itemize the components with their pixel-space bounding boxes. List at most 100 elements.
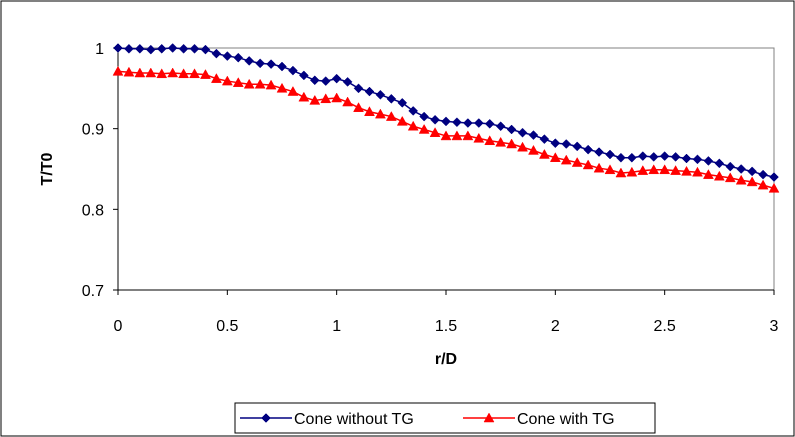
data-point (113, 43, 123, 53)
data-point (768, 182, 780, 193)
data-point (670, 165, 682, 175)
data-point (747, 166, 757, 177)
data-point (222, 51, 233, 61)
data-point (145, 67, 157, 78)
data-point (681, 153, 692, 164)
data-point (659, 151, 670, 161)
data-point (539, 134, 550, 145)
data-point (189, 43, 200, 54)
data-point (681, 165, 692, 176)
data-point (724, 172, 736, 183)
data-point (648, 164, 660, 175)
data-point (648, 152, 659, 162)
data-point (769, 172, 779, 182)
data-point (627, 152, 637, 163)
data-point (374, 108, 386, 119)
y-axis-label: T/T0 (39, 152, 56, 185)
data-point (735, 174, 747, 185)
legend-item-2: Cone with TG (463, 411, 615, 428)
data-point (145, 44, 156, 55)
data-point (528, 130, 539, 140)
data-point (288, 65, 298, 76)
data-point (266, 59, 276, 69)
data-point (736, 164, 747, 174)
data-point (364, 86, 375, 97)
data-point (495, 136, 507, 147)
legend-box (234, 402, 656, 434)
legend-marker (261, 413, 271, 423)
data-point (692, 166, 703, 177)
data-point (342, 77, 353, 87)
data-point (265, 79, 277, 90)
y-tick-label: 1 (95, 41, 104, 58)
data-point (124, 43, 134, 54)
data-point (463, 118, 473, 128)
data-point (429, 127, 441, 137)
data-point (353, 102, 364, 112)
data-point (637, 165, 649, 175)
data-point (637, 151, 648, 161)
x-tick-label: 3 (770, 318, 779, 335)
data-point (430, 114, 440, 125)
data-point (233, 52, 244, 63)
data-point (385, 111, 397, 121)
x-axis-label: r/D (435, 351, 457, 368)
data-point (757, 179, 769, 190)
data-point (408, 106, 419, 116)
data-point (255, 58, 265, 69)
data-point (135, 43, 145, 54)
y-tick-label: 0.7 (82, 283, 104, 300)
data-point (364, 106, 375, 116)
data-point (713, 170, 725, 181)
data-point (506, 138, 518, 149)
data-point (254, 78, 266, 89)
data-point (178, 43, 189, 54)
data-point (156, 68, 168, 79)
data-point (583, 144, 593, 155)
data-point (692, 154, 703, 165)
data-point (320, 93, 332, 104)
data-point (604, 164, 616, 175)
data-point (517, 141, 528, 152)
data-point (441, 116, 451, 127)
data-point (549, 152, 561, 162)
data-point (517, 127, 528, 138)
data-point (593, 162, 605, 173)
legend-item-1: Cone without TG (240, 411, 414, 428)
data-point (167, 67, 179, 78)
data-point (594, 147, 604, 157)
data-point (189, 68, 200, 79)
x-tick-label: 2.5 (654, 318, 676, 335)
data-point (451, 130, 463, 141)
data-point (134, 67, 146, 78)
legend-label: Cone without TG (294, 411, 414, 428)
data-point (495, 121, 506, 132)
data-point (298, 91, 310, 102)
data-point (746, 176, 758, 187)
data-point (616, 152, 626, 163)
data-point (396, 115, 408, 126)
data-point (112, 65, 124, 76)
y-axis: 0.7 0.8 0.9 1 (82, 41, 119, 300)
legend-label: Cone with TG (517, 411, 615, 428)
data-point (123, 66, 135, 77)
series-group (112, 43, 780, 193)
data-point (758, 169, 768, 180)
series-2 (112, 65, 780, 193)
data-point (615, 167, 627, 178)
data-point (605, 149, 615, 160)
x-tick-label: 0 (114, 318, 123, 335)
data-point (244, 56, 255, 66)
data-point (670, 152, 681, 162)
data-point (473, 118, 484, 128)
data-point (484, 118, 495, 129)
data-point (714, 158, 725, 169)
data-point (210, 73, 222, 83)
data-point (418, 123, 430, 134)
data-point (484, 135, 496, 146)
data-point (582, 159, 594, 170)
x-axis: 0 0.5 1 1.5 2 2.5 3 (114, 289, 779, 335)
data-point (560, 154, 572, 165)
data-point (703, 156, 714, 166)
